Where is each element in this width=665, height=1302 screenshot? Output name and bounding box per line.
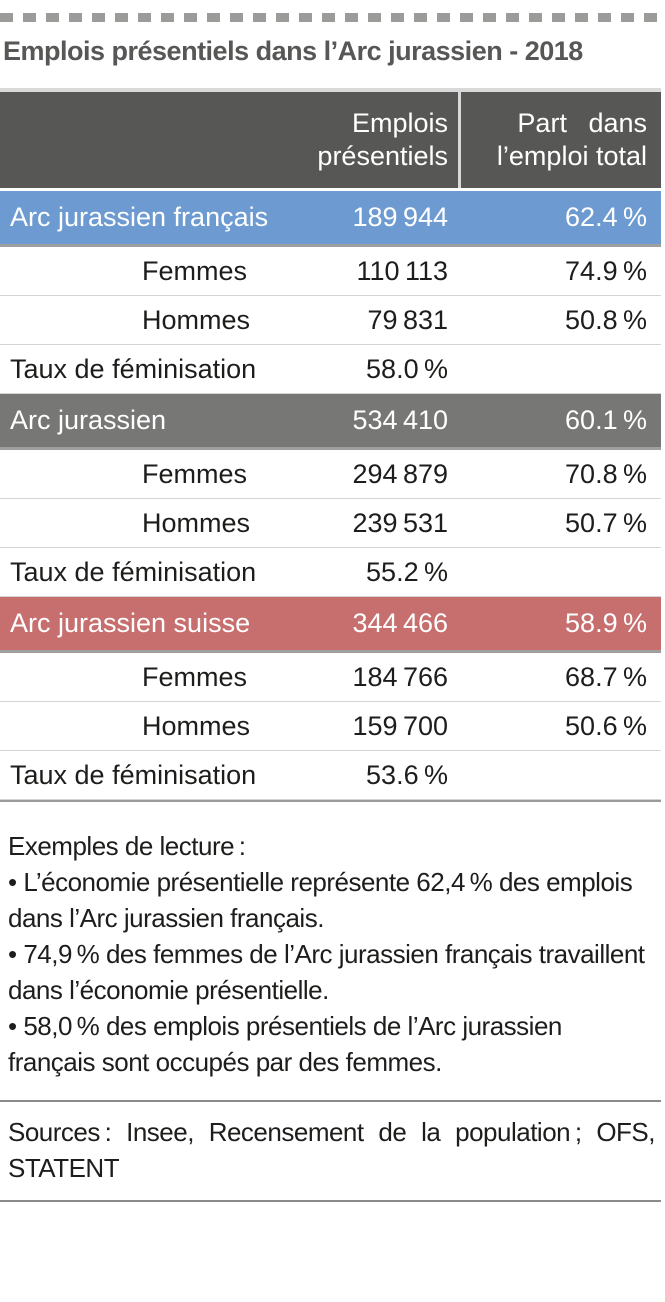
page-title: Emplois présentiels dans l’Arc jurassien…: [3, 36, 583, 66]
share-value: 68.7 %: [565, 661, 647, 692]
jobs-column-header-line2: présentiels: [317, 141, 448, 171]
table-row-feminisation: Taux de féminisation 55.2 %: [0, 548, 661, 597]
table-row-hommes: Hommes 79 831 50.8 %: [0, 296, 661, 345]
row-label: Femmes: [142, 661, 248, 692]
sources-note: Sources : Insee, Recensement de la popul…: [8, 1117, 656, 1183]
top-dashed-border: [0, 13, 665, 22]
row-label: Taux de féminisation: [10, 759, 257, 790]
reading-examples: Exemples de lecture : • L’économie prése…: [8, 828, 647, 1080]
jobs-value: 159 700: [352, 710, 448, 741]
share-column-header-line1: Part dans: [517, 108, 647, 138]
section-row-arc-jurassien-francais: Arc jurassien français 189 944 62.4 %: [0, 191, 661, 247]
table-row-feminisation: Taux de féminisation 53.6 %: [0, 751, 661, 800]
table-header: Emplois présentiels Part dans l’emploi t…: [0, 92, 661, 188]
jobs-value: 79 831: [367, 304, 449, 335]
table-row-femmes: Femmes 110 113 74.9 %: [0, 247, 661, 296]
jobs-column-header-line1: Emplois: [351, 108, 448, 138]
reading-note-1: • L’économie présentielle représente 62,…: [8, 867, 633, 933]
row-label: Femmes: [142, 255, 248, 286]
share-value: 50.8 %: [565, 304, 647, 335]
share-value: 50.7 %: [565, 507, 647, 538]
jobs-value: 189 944: [352, 202, 448, 232]
table-row-feminisation: Taux de féminisation 58.0 %: [0, 345, 661, 394]
table-row-hommes: Hommes 239 531 50.7 %: [0, 499, 661, 548]
row-label: Taux de féminisation: [10, 556, 257, 587]
table-row-femmes: Femmes 294 879 70.8 %: [0, 450, 661, 499]
feminisation-value: 58.0 %: [366, 353, 448, 384]
feminisation-value: 55.2 %: [366, 556, 448, 587]
jobs-value: 110 113: [356, 255, 449, 286]
section-label: Arc jurassien: [10, 405, 167, 435]
share-value: 58.9 %: [565, 608, 647, 638]
share-value: 62.4 %: [565, 202, 647, 232]
feminisation-value: 53.6 %: [366, 759, 448, 790]
jobs-value: 184 766: [352, 661, 448, 692]
share-value: 50.6 %: [565, 710, 647, 741]
section-row-arc-jurassien: Arc jurassien 534 410 60.1 %: [0, 394, 661, 450]
sources-block: Sources : Insee, Recensement de la popul…: [0, 1100, 661, 1202]
empty-header-cell: [0, 92, 263, 188]
row-label: Hommes: [142, 507, 251, 538]
table-row-hommes: Hommes 159 700 50.6 %: [0, 702, 661, 751]
jobs-value: 344 466: [352, 608, 448, 638]
reading-note-2: • 74,9 % des femmes de l’Arc jurassien f…: [8, 939, 645, 1005]
jobs-value: 294 879: [352, 458, 448, 489]
row-label: Hommes: [142, 710, 251, 741]
jobs-value: 534 410: [352, 405, 448, 435]
share-column-header-line2: l’emploi total: [496, 141, 647, 171]
notes-heading: Exemples de lecture :: [8, 831, 246, 861]
row-label: Hommes: [142, 304, 251, 335]
share-value: 70.8 %: [565, 458, 647, 489]
share-value: 60.1 %: [565, 405, 647, 435]
jobs-value: 239 531: [352, 507, 448, 538]
share-column-header: Part dans l’emploi total: [458, 92, 661, 188]
section-label: Arc jurassien français: [10, 202, 269, 232]
stats-table: Emplois présentiels Part dans l’emploi t…: [0, 88, 661, 802]
section-label: Arc jurassien suisse: [10, 608, 251, 638]
jobs-column-header: Emplois présentiels: [263, 92, 458, 188]
reading-note-3: • 58,0 % des emplois présentiels de l’Ar…: [8, 1011, 562, 1077]
section-row-arc-jurassien-suisse: Arc jurassien suisse 344 466 58.9 %: [0, 597, 661, 653]
share-value: 74.9 %: [565, 255, 647, 286]
figure-page: Emplois présentiels dans l’Arc jurassien…: [0, 13, 665, 1302]
table-row-femmes: Femmes 184 766 68.7 %: [0, 653, 661, 702]
row-label: Femmes: [142, 458, 248, 489]
row-label: Taux de féminisation: [10, 353, 257, 384]
